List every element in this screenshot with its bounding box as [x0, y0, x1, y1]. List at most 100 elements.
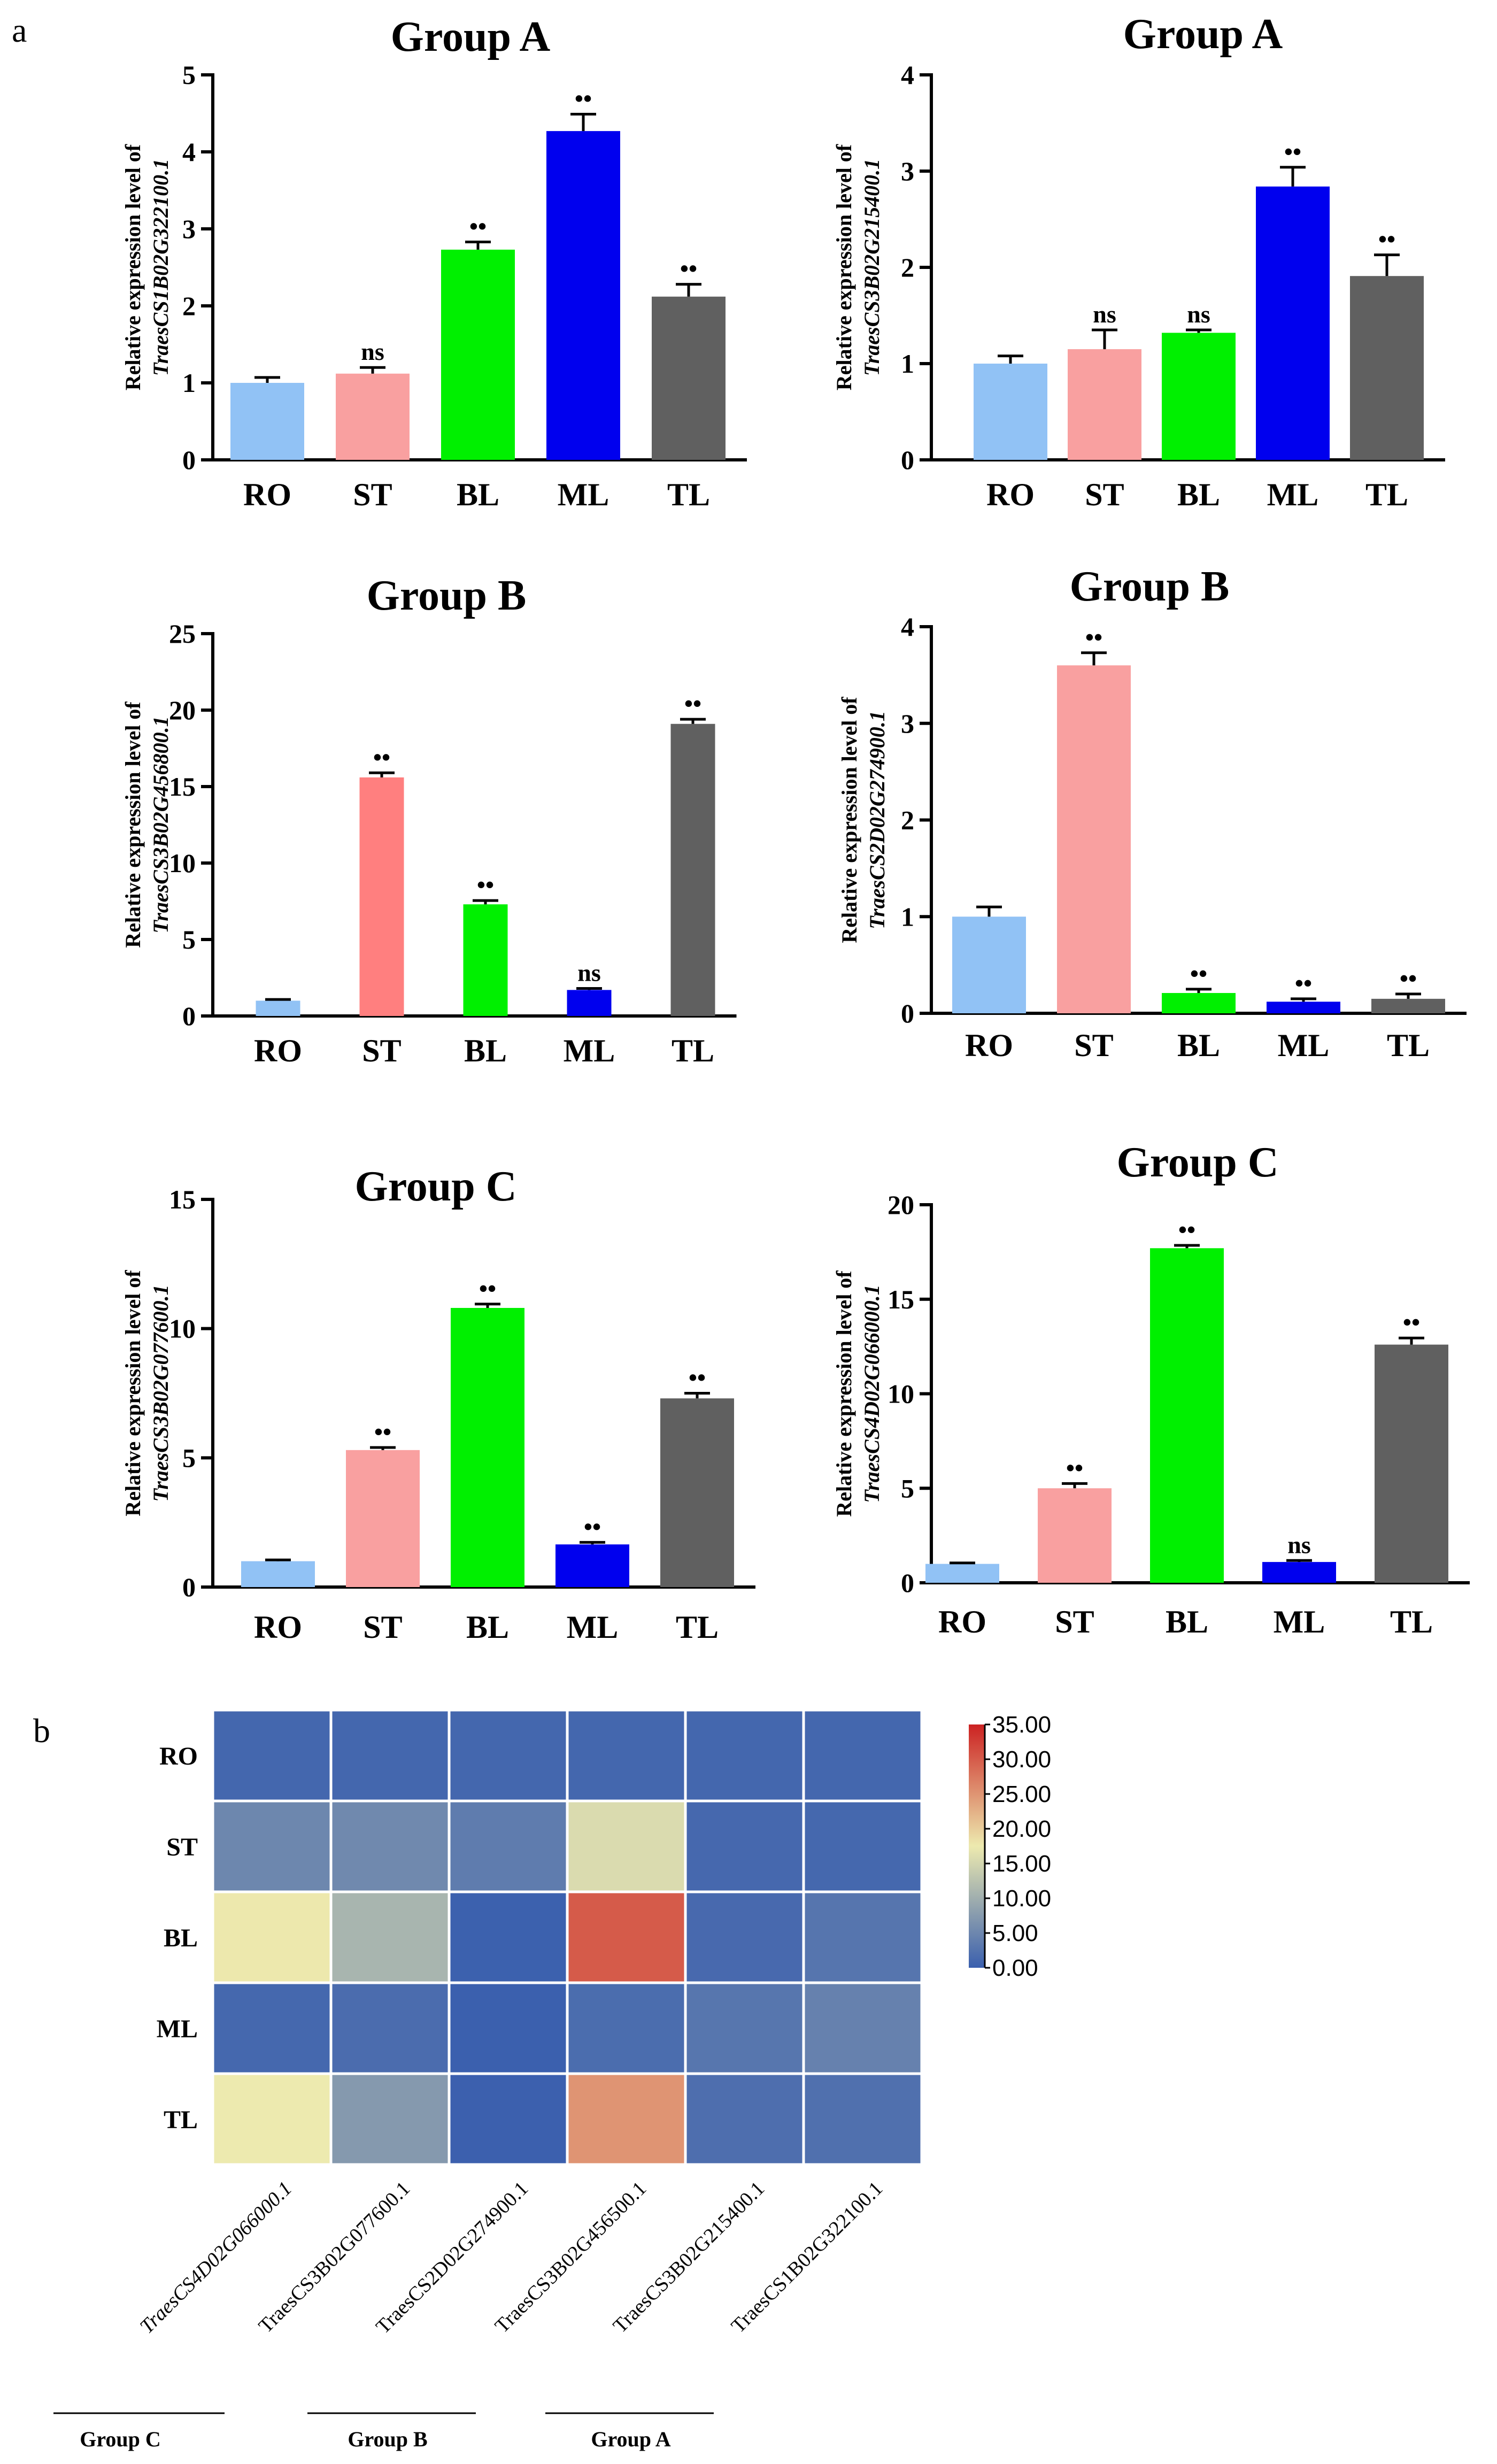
- significance-label: ••: [477, 871, 494, 898]
- bar-tl: [670, 723, 715, 1016]
- y-tick-label: 0: [182, 1572, 196, 1602]
- y-tick-label: 10: [169, 848, 196, 878]
- bar-ro: [230, 383, 304, 460]
- bar-ro: [974, 364, 1047, 460]
- y-tick-label: 0: [901, 1568, 914, 1598]
- x-tick-label: TL: [676, 1610, 719, 1645]
- y-tick-label: 15: [169, 1184, 196, 1214]
- heatmap-cell: [329, 1799, 451, 1893]
- significance-label: ••: [1378, 226, 1395, 253]
- colorbar-tick-label: 20.00: [992, 1816, 1051, 1842]
- y-tick-label: 3: [182, 214, 196, 244]
- significance-label: ••: [1403, 1308, 1420, 1336]
- y-axis-gene-label: TraesCS1B02G322100.1: [149, 159, 173, 376]
- y-axis-label: Relative expression level of: [832, 144, 856, 390]
- x-tick-label: ML: [1267, 477, 1319, 512]
- y-axis-gene-label: TraesCS2D02G274900.1: [865, 711, 889, 929]
- x-tick-label: BL: [457, 477, 499, 512]
- y-axis-label: Relative expression level of: [121, 1270, 145, 1516]
- y-tick-label: 15: [169, 772, 196, 802]
- x-tick-label: TL: [672, 1033, 714, 1068]
- bar-chart-group-a-1: Group A Relative expression level of Traes…: [121, 13, 747, 512]
- x-tick-label: ST: [1055, 1604, 1094, 1639]
- significance-label: ••: [1190, 960, 1207, 987]
- y-axis-gene-label: TraesCS3B02G215400.1: [860, 159, 884, 376]
- heatmap-cell: [802, 1981, 923, 2075]
- bar-st: [336, 373, 410, 460]
- heatmap-cell: [684, 1799, 805, 1893]
- x-tick-label: TL: [1390, 1604, 1433, 1639]
- bar-bl: [1162, 993, 1236, 1013]
- chart-title: Group B: [367, 572, 527, 619]
- bar-ro: [256, 1000, 300, 1016]
- heatmap-cell: [802, 1890, 923, 1984]
- significance-label: ns: [361, 338, 384, 365]
- y-axis-gene-label: TraesCS4D02G066000.1: [860, 1284, 884, 1503]
- x-tick-label: ST: [1085, 477, 1124, 512]
- x-tick-label: BL: [1177, 1028, 1220, 1063]
- y-axis-label: Relative expression level of: [121, 144, 145, 390]
- heatmap-cell: [684, 1708, 805, 1803]
- heatmap-cell: [211, 1708, 333, 1803]
- heatmap-row-label: TL: [164, 2106, 198, 2134]
- x-tick-label: RO: [938, 1604, 986, 1639]
- heatmap-cell: [566, 2072, 687, 2166]
- significance-label: ••: [374, 1418, 391, 1445]
- heatmap-cell: [447, 1890, 569, 1984]
- heatmap-cell: [329, 2072, 451, 2166]
- y-tick-label: 5: [182, 60, 196, 90]
- y-tick-label: 4: [182, 137, 196, 167]
- y-tick-label: 4: [901, 612, 914, 642]
- x-tick-label: RO: [243, 477, 291, 512]
- panel-label-a: a: [12, 11, 27, 49]
- x-tick-label: RO: [965, 1028, 1013, 1063]
- significance-label: ••: [575, 84, 592, 112]
- heatmap-cell: [211, 1799, 333, 1893]
- heatmap-row-label: ML: [157, 2015, 198, 2043]
- bar-chart-group-b-2: Group B Relative expression level of Traes…: [837, 563, 1467, 1063]
- panel-label-b: b: [33, 1712, 50, 1750]
- heatmap-cell: [329, 1708, 451, 1803]
- significance-label: ••: [684, 690, 701, 717]
- y-axis-label: Relative expression level of: [837, 697, 861, 943]
- group-label: Group C: [80, 2427, 161, 2451]
- bar-st: [1057, 665, 1131, 1013]
- bar-ml: [555, 1544, 629, 1587]
- heatmap-cell: [802, 1708, 923, 1803]
- colorbar-tick-label: 0.00: [992, 1955, 1038, 1981]
- colorbar-tick-label: 25.00: [992, 1781, 1051, 1807]
- x-tick-label: BL: [1166, 1604, 1208, 1639]
- significance-label: ••: [479, 1275, 496, 1302]
- significance-label: ••: [1066, 1454, 1083, 1481]
- chart-title: Group C: [1116, 1139, 1278, 1186]
- bar-ro: [952, 917, 1026, 1013]
- bar-bl: [463, 904, 508, 1016]
- significance-label: ••: [584, 1513, 601, 1540]
- significance-label: ns: [1287, 1531, 1310, 1558]
- y-tick-label: 0: [901, 998, 914, 1028]
- x-tick-label: ML: [1278, 1028, 1330, 1063]
- y-tick-label: 1: [182, 368, 196, 398]
- heatmap-cell: [566, 1890, 687, 1984]
- x-tick-label: BL: [464, 1033, 507, 1068]
- heatmap-cell: [684, 1981, 805, 2075]
- bar-bl: [1162, 333, 1236, 460]
- x-tick-label: ML: [1274, 1604, 1325, 1639]
- heatmap-cell: [211, 1890, 333, 1984]
- y-tick-label: 5: [901, 1473, 914, 1503]
- bar-st: [1038, 1488, 1112, 1583]
- group-label: Group B: [348, 2427, 427, 2451]
- bar-st: [346, 1450, 420, 1587]
- y-tick-label: 2: [901, 252, 914, 282]
- y-tick-label: 5: [182, 1443, 196, 1473]
- heatmap-cell: [211, 1981, 333, 2075]
- bar-chart-group-c-1: Group C Relative expression level of Traes…: [121, 1163, 755, 1645]
- chart-title: Group A: [1123, 11, 1283, 58]
- significance-label: ••: [1178, 1216, 1195, 1243]
- heatmap-cell: [447, 1981, 569, 2075]
- significance-label: ••: [1085, 623, 1102, 651]
- y-axis-label: Relative expression level of: [832, 1270, 856, 1517]
- x-tick-label: RO: [986, 477, 1035, 512]
- colorbar-tick-label: 15.00: [992, 1851, 1051, 1877]
